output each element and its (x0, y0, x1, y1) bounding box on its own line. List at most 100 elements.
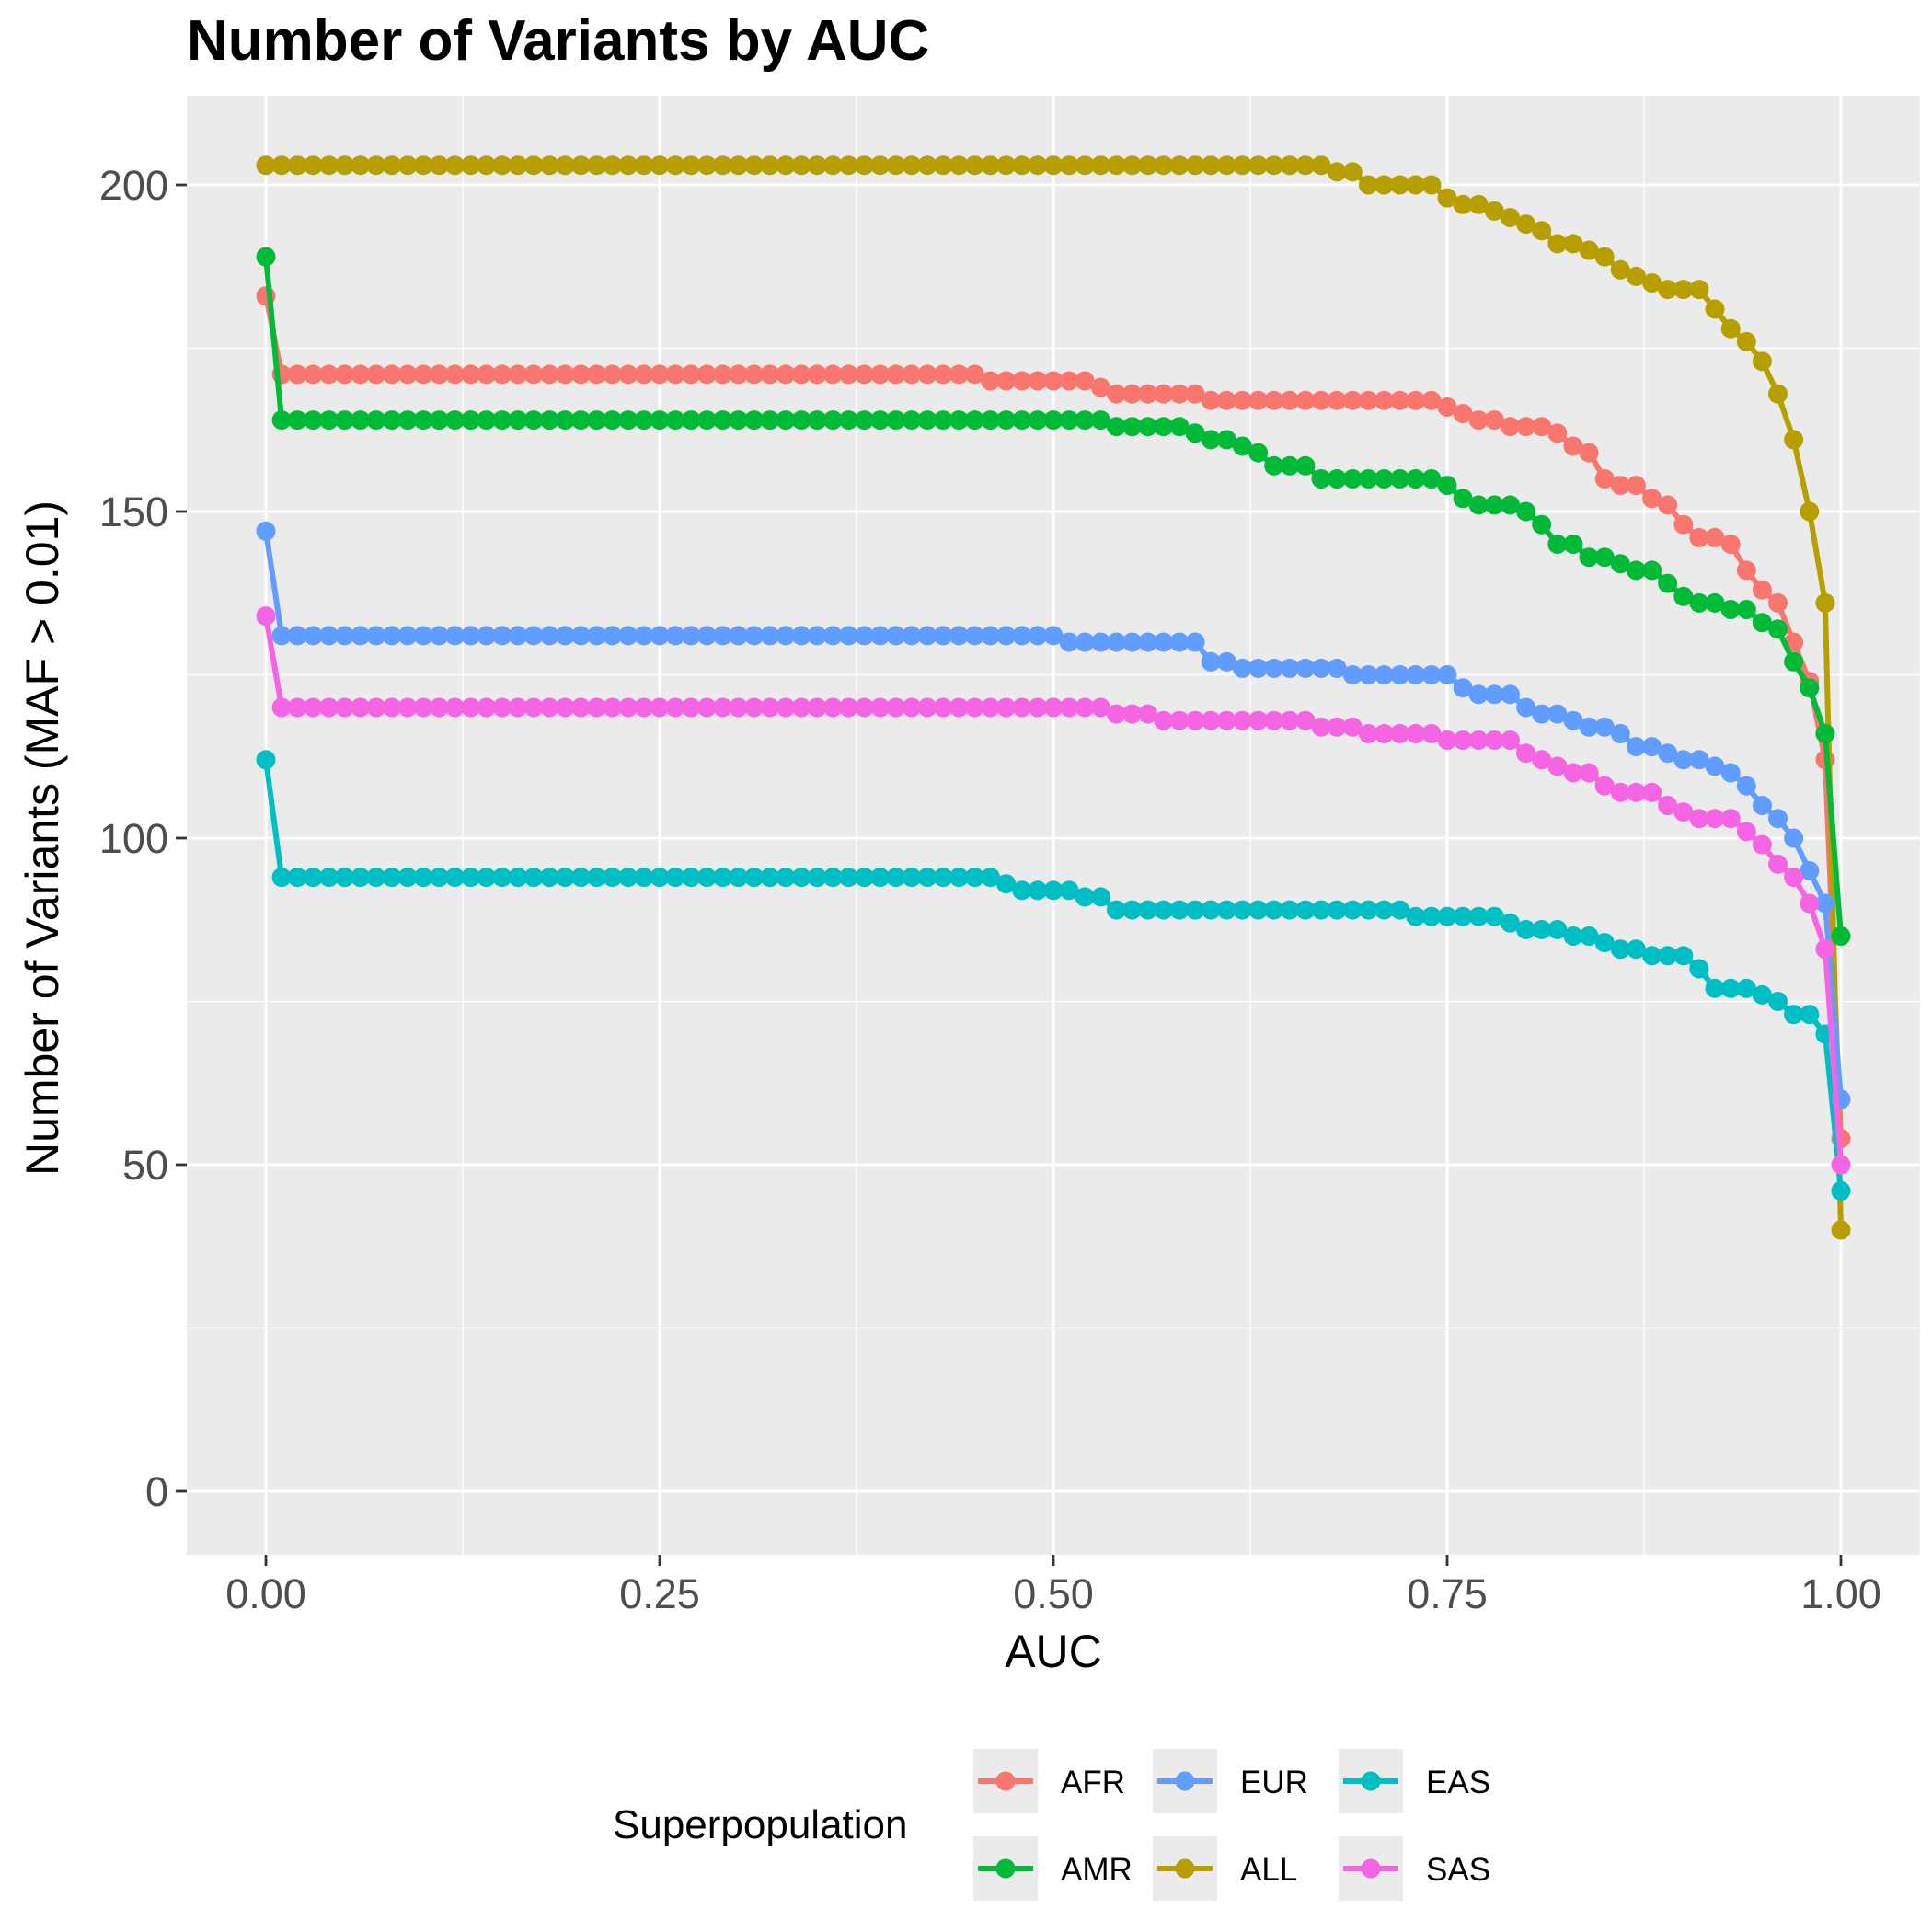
data-point-amr (760, 410, 780, 431)
x-tick-label: 0.25 (619, 1570, 700, 1617)
data-point-amr (1453, 489, 1473, 509)
data-point-afr (1358, 390, 1378, 410)
data-point-sas (603, 697, 623, 718)
data-point-amr (1138, 417, 1158, 437)
data-point-eas (1532, 919, 1552, 939)
legend-key-point (1175, 1858, 1195, 1879)
data-point-amr (917, 410, 937, 431)
data-point-amr (413, 410, 433, 431)
data-point-amr (665, 410, 685, 431)
data-point-amr (1720, 600, 1741, 619)
data-point-sas (1501, 730, 1520, 750)
data-point-all (1610, 259, 1630, 280)
legend-key-point (1361, 1771, 1381, 1791)
data-point-eas (618, 868, 638, 888)
data-point-sas (1295, 710, 1316, 730)
data-point-sas (1390, 723, 1410, 743)
data-point-all (1059, 155, 1079, 176)
data-point-sas (744, 697, 765, 718)
data-point-afr (335, 364, 355, 385)
data-point-amr (335, 410, 355, 431)
data-point-eur (351, 626, 371, 646)
data-point-eas (1501, 913, 1520, 933)
data-point-eas (523, 868, 544, 888)
data-point-amr (351, 410, 371, 431)
data-point-all (1264, 155, 1284, 176)
data-point-all (696, 155, 717, 176)
data-point-afr (429, 364, 449, 385)
data-point-eur (1059, 632, 1079, 652)
data-point-all (760, 155, 780, 176)
data-point-eur (681, 626, 701, 646)
data-point-all (1815, 592, 1835, 613)
data-point-eas (1154, 900, 1174, 920)
x-tick-label: 1.00 (1800, 1570, 1881, 1617)
data-point-eur (429, 626, 449, 646)
data-point-afr (477, 364, 497, 385)
data-point-amr (1280, 455, 1300, 476)
data-point-sas (1705, 809, 1725, 829)
data-point-eur (886, 626, 906, 646)
data-point-afr (1154, 384, 1174, 404)
data-point-sas (429, 697, 449, 718)
legend-key-point (1175, 1771, 1195, 1791)
data-point-sas (1122, 704, 1143, 724)
legend-key-point (1361, 1858, 1381, 1879)
data-point-all (729, 155, 749, 176)
data-point-afr (1705, 527, 1725, 547)
data-point-eas (1358, 900, 1378, 920)
data-point-all (996, 155, 1017, 176)
data-point-eas (1122, 900, 1143, 920)
data-point-amr (807, 410, 827, 431)
data-point-amr (1689, 592, 1709, 613)
data-point-eur (917, 626, 937, 646)
data-point-sas (776, 697, 796, 718)
data-point-afr (981, 371, 1000, 391)
data-point-amr (1784, 651, 1804, 672)
data-point-sas (351, 697, 371, 718)
legend-item-sas: SAS (1339, 1836, 1490, 1901)
data-point-afr (696, 364, 717, 385)
series-sas (256, 606, 1851, 1175)
data-point-amr (1075, 410, 1095, 431)
data-point-amr (1028, 410, 1048, 431)
data-point-afr (1532, 417, 1552, 437)
data-point-eas (1374, 900, 1394, 920)
data-point-afr (587, 364, 606, 385)
data-point-eur (603, 626, 623, 646)
data-point-amr (981, 410, 1000, 431)
data-point-eur (1107, 632, 1126, 652)
legend-label-eur: EUR (1240, 1765, 1308, 1800)
data-point-eas (1028, 880, 1048, 901)
data-point-all (1028, 155, 1048, 176)
data-point-eur (1516, 697, 1536, 718)
data-point-afr (1484, 410, 1504, 431)
data-point-eur (1547, 704, 1568, 724)
data-point-eur (870, 626, 891, 646)
data-point-eur (634, 626, 654, 646)
data-point-all (838, 155, 858, 176)
legend-label-all: ALL (1240, 1852, 1297, 1888)
data-point-eur (1800, 861, 1820, 880)
data-point-sas (1028, 697, 1048, 718)
data-point-eas (1800, 1005, 1820, 1025)
data-point-sas (1264, 710, 1284, 730)
data-point-sas (1784, 868, 1804, 888)
data-point-eur (760, 626, 780, 646)
data-point-eur (1390, 665, 1410, 684)
data-point-afr (523, 364, 544, 385)
data-point-all (1280, 155, 1300, 176)
data-point-afr (964, 364, 984, 385)
data-point-sas (1689, 809, 1709, 829)
data-point-afr (1390, 390, 1410, 410)
x-axis-title: AUC (1005, 1626, 1102, 1677)
data-point-all (902, 155, 922, 176)
data-point-sas (1154, 710, 1174, 730)
data-point-sas (1075, 697, 1095, 718)
data-point-eur (665, 626, 685, 646)
data-point-all (634, 155, 654, 176)
data-point-afr (539, 364, 559, 385)
data-point-afr (1516, 417, 1536, 437)
y-tick-label: 50 (122, 1142, 168, 1189)
data-point-all (1689, 280, 1709, 300)
